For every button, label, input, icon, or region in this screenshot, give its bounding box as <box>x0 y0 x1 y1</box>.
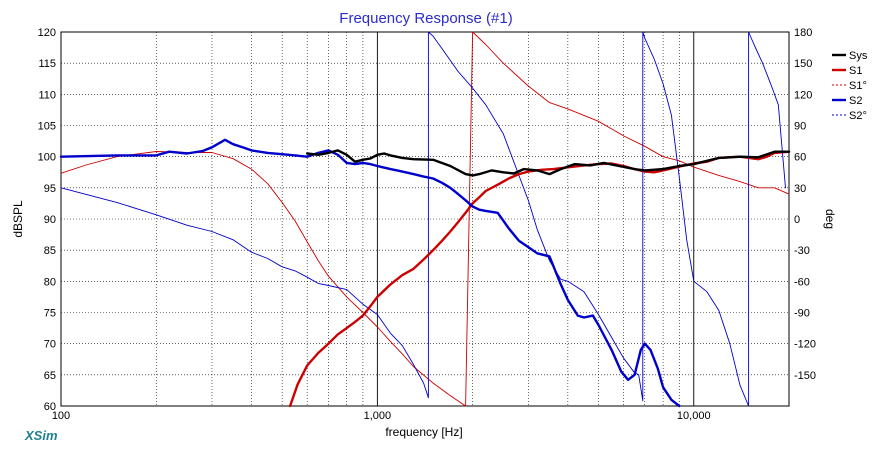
y-tick-label: 70 <box>44 339 56 351</box>
y2-tick-label: 60 <box>794 152 806 164</box>
y2-tick-label: 120 <box>794 89 812 101</box>
y-tick-label: 120 <box>38 27 56 39</box>
series-line-s1 <box>288 150 791 408</box>
y-tick-label: 110 <box>38 89 56 101</box>
y-tick-label: 85 <box>44 245 56 257</box>
grid <box>61 32 789 406</box>
left-axis-ticks: 120 115 110 105 100 95 90 85 80 75 70 65 60 <box>38 27 56 413</box>
y2-tick-label: -60 <box>794 276 810 288</box>
y2-tick-label: -150 <box>794 370 816 382</box>
x-tick-label: 100 <box>52 410 70 422</box>
x-tick-label: 10,000 <box>677 410 711 422</box>
y2-tick-label: 0 <box>794 214 800 226</box>
xsim-brand-logo: XSim <box>24 428 58 443</box>
x-axis-ticks: 100 1,000 10,000 <box>52 410 711 422</box>
y2-tick-label: -90 <box>794 308 810 320</box>
y-tick-label: 75 <box>44 308 56 320</box>
plot-frame <box>60 31 790 407</box>
y-tick-label: 105 <box>38 121 56 133</box>
series-line-s1-phase <box>60 31 790 407</box>
y-tick-label: 100 <box>38 152 56 164</box>
x-tick-label: 1,000 <box>364 410 392 422</box>
y2-tick-label: -120 <box>794 339 816 351</box>
legend: Sys S1 S1° S2 S2° <box>832 50 868 122</box>
y-tick-label: 60 <box>44 401 56 413</box>
y2-tick-label: 150 <box>794 58 812 70</box>
legend-entry: S2° <box>849 110 867 122</box>
y2-tick-label: -30 <box>794 245 810 257</box>
y-tick-label: 65 <box>44 370 56 382</box>
right-axis-ticks: 180 150 120 90 60 30 0 -30 -60 -90 -120 -150 <box>794 27 816 382</box>
legend-entry: S1° <box>849 80 867 92</box>
y-tick-label: 90 <box>44 214 56 226</box>
plot-area <box>59 31 791 408</box>
y2-axis-label: deg <box>823 209 837 229</box>
x-axis-label: frequency [Hz] <box>385 425 462 439</box>
legend-entry: S1 <box>849 65 862 77</box>
series-line-sys <box>306 149 791 177</box>
y-tick-label: 95 <box>44 183 56 195</box>
y-axis-label: dBSPL <box>11 200 25 238</box>
y-tick-label: 115 <box>38 58 56 70</box>
legend-entry: S2 <box>849 95 862 107</box>
legend-entry: Sys <box>849 50 868 62</box>
y2-tick-label: 90 <box>794 121 806 133</box>
series-line-s2-phase <box>60 31 786 407</box>
y-tick-label: 80 <box>44 276 56 288</box>
y2-tick-label: 180 <box>794 27 812 39</box>
y2-tick-label: 30 <box>794 183 806 195</box>
series-line-s2 <box>59 138 681 408</box>
chart-title: Frequency Response (#1) <box>339 10 512 27</box>
